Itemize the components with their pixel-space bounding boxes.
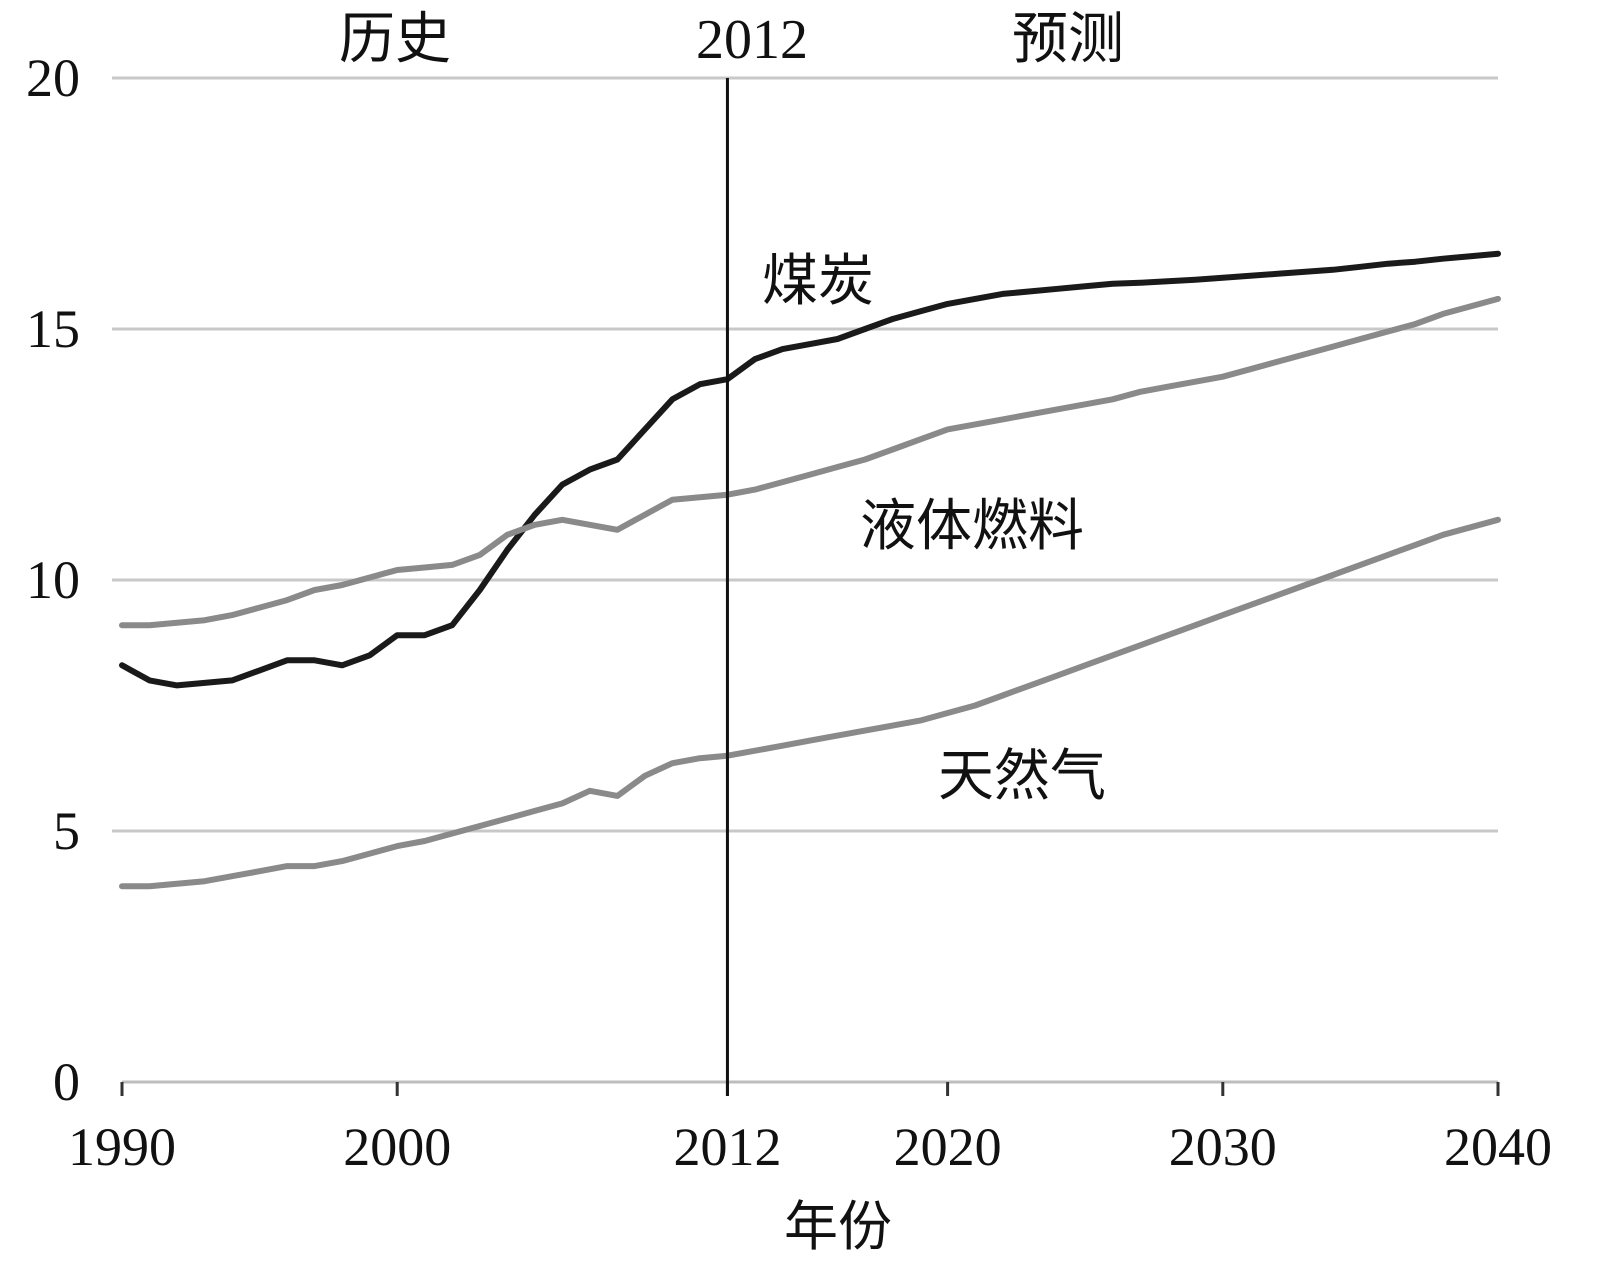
x-tick-label-2000: 2000 — [343, 1117, 451, 1177]
x-tick-label-2030: 2030 — [1169, 1117, 1277, 1177]
y-tick-label-20: 20 — [26, 48, 80, 108]
x-tick-label-2012: 2012 — [673, 1117, 781, 1177]
series-label-coal: 煤炭 — [762, 251, 874, 313]
x-tick-label-1990: 1990 — [68, 1117, 176, 1177]
y-tick-label-15: 15 — [26, 299, 80, 359]
region-label-history: 历史 — [339, 9, 451, 71]
series-line-coal — [119, 250, 1501, 689]
y-tick-label-0: 0 — [53, 1052, 80, 1112]
y-axis-ticks: 0 5 10 15 20 — [26, 48, 80, 1112]
series-label-natural-gas: 天然气 — [938, 746, 1106, 808]
series-line-liquid-fuels — [119, 295, 1501, 629]
x-axis-title: 年份 — [784, 1197, 892, 1257]
region-label-forecast: 预测 — [1012, 9, 1124, 71]
series-line-natural-gas — [119, 516, 1501, 890]
y-tick-label-5: 5 — [53, 801, 80, 861]
x-tick-label-2040: 2040 — [1444, 1117, 1552, 1177]
gridlines — [112, 76, 1498, 833]
region-label-divider: 2012 — [696, 9, 808, 71]
series-lines — [119, 250, 1501, 890]
x-axis: 1990 2000 2012 2020 2030 2040 — [68, 1080, 1552, 1177]
series-label-liquid-fuels: 液体燃料 — [860, 496, 1084, 558]
y-tick-label-10: 10 — [26, 550, 80, 610]
x-tick-label-2020: 2020 — [894, 1117, 1002, 1177]
